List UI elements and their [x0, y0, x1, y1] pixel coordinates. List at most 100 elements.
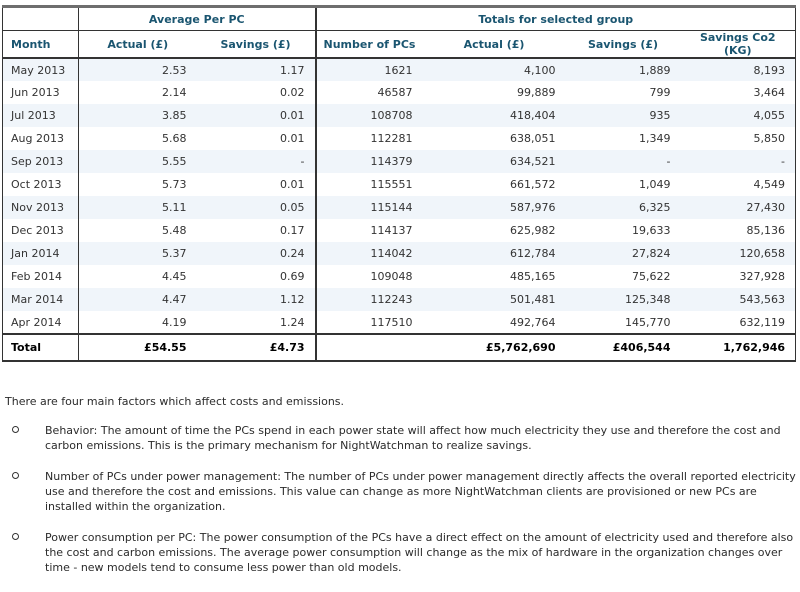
table-row: Sep 2013 5.55-114379 634,521- -	[2, 150, 796, 173]
cell-number-of-pcs: 115551	[370, 178, 413, 191]
cell-total-savings: 935	[649, 109, 671, 122]
cell-avg-actual: 2.14	[162, 86, 187, 99]
cell-avg-savings: 0.01	[196, 173, 317, 196]
cell-month: Sep 2013	[2, 150, 79, 173]
cell-total-actual: 638,051	[510, 132, 556, 145]
cell-total-savings: 1,889	[639, 63, 671, 77]
bullet-item-behavior: Behavior: The amount of time the PCs spe…	[5, 423, 797, 453]
cell-avg-savings: 0.17	[196, 219, 317, 242]
cell-avg-savings: 0.69	[196, 265, 317, 288]
cell-number-of-pcs: 117510	[370, 315, 413, 329]
table-row: Jul 2013 3.85 0.01 108708 418,404 935 4,055	[2, 104, 796, 127]
cell-avg-savings: 0.02	[196, 81, 317, 104]
cell-number-of-pcs: 109048	[370, 270, 413, 283]
cell-total-savings: 1,349	[639, 132, 671, 145]
cell-total-actual: 587,976	[510, 201, 556, 214]
group-header-totals: Totals for selected group	[315, 6, 796, 31]
cell-month: Mar 2014	[2, 288, 79, 311]
table-row: Jan 2014 5.37 0.24 114042 612,784 27,824 120,6…	[2, 242, 796, 265]
notes-intro: There are four main factors which affect…	[5, 395, 345, 408]
cell-savings-co2: 4,549	[753, 178, 786, 191]
cell-avg-savings: 1.12	[196, 288, 317, 311]
total-row: Total £54.55 £4.73 £5,762,690 £406,544 1…	[2, 333, 796, 362]
column-header-avg-savings: Savings (£)	[196, 30, 317, 59]
cell-total-actual: 634,521	[510, 155, 556, 168]
cell-savings-co2: 543,563	[739, 293, 786, 306]
column-header-avg-actual: Actual (£)	[78, 30, 197, 59]
cell-total-actual: 99,889	[517, 86, 556, 99]
table-row: Apr 2014 4.19 1.24 117510 492,764 145,770 632,…	[2, 311, 796, 334]
cell-avg-savings: -	[196, 150, 317, 173]
cell-month: Feb 2014	[2, 265, 79, 288]
group-header-average-per-pc: Average Per PC	[78, 6, 317, 31]
cell-total-savings: 125,348	[625, 293, 671, 306]
table-foot: Total £54.55 £4.73 £5,762,690 £406,544 1…	[2, 333, 796, 362]
cell-savings-co2: 27,430	[746, 201, 786, 214]
cell-total-actual: 612,784	[510, 247, 556, 260]
cell-avg-savings: 0.01	[196, 104, 317, 127]
cell-number-of-pcs: 114379	[370, 155, 413, 168]
cell-month: Oct 2013	[2, 173, 79, 196]
cell-month: Aug 2013	[2, 127, 79, 150]
bullet-text: Behavior: The amount of time the PCs spe…	[45, 424, 781, 452]
cell-avg-savings: 1.17	[196, 58, 317, 81]
cell-number-of-pcs: 108708	[370, 109, 413, 122]
cell-avg-actual: 5.55	[162, 155, 187, 168]
cell-savings-co2: 120,658	[739, 247, 786, 260]
cell-total-savings: 19,633	[632, 224, 671, 237]
cell-total-actual: 661,572	[510, 178, 556, 191]
cell-avg-actual: 5.68	[162, 132, 187, 145]
table-row: Dec 2013 5.48 0.17 114137 625,982 19,633 85,13…	[2, 219, 796, 242]
cell-month: Jan 2014	[2, 242, 79, 265]
cell-total-label: Total	[2, 333, 79, 362]
cell-total-savings: 1,049	[639, 178, 671, 191]
cell-avg-savings: 0.05	[196, 196, 317, 219]
cell-total-actual: 501,481	[510, 293, 556, 306]
cell-total-avg-savings: £4.73	[196, 333, 317, 362]
cell-total-actual: 418,404	[510, 109, 556, 122]
cell-savings-co2: -	[781, 155, 786, 168]
cell-number-of-pcs: 112243	[370, 293, 413, 306]
cell-savings-co2: 3,464	[753, 86, 786, 99]
table-row: Nov 2013 5.11 0.05 115144 587,976 6,325 27,430	[2, 196, 796, 219]
cell-avg-actual: 5.48	[162, 224, 187, 237]
cell-avg-savings: 1.24	[196, 311, 317, 334]
cell-avg-actual: 4.47	[162, 293, 187, 306]
cell-total-savings: £406,544	[565, 333, 681, 362]
cell-month: Apr 2014	[2, 311, 79, 334]
bullet-text: Power consumption per PC: The power cons…	[45, 531, 794, 574]
column-header-total-savings: Savings (£)	[565, 30, 681, 59]
table-row: May 2013 2.53 1.17 1621 4,100 1,889 8,193	[2, 58, 796, 81]
cell-avg-savings: 0.01	[196, 127, 317, 150]
cell-month: Nov 2013	[2, 196, 79, 219]
cell-avg-actual: 2.53	[162, 63, 187, 77]
group-header-row: Average Per PC Totals for selected group	[2, 6, 796, 31]
column-header-month: Month	[2, 30, 79, 59]
cell-total-savings: 6,325	[639, 201, 671, 214]
column-header-savings-co2: Savings Co2 (KG)	[680, 30, 796, 59]
cell-savings-co2: 85,136	[746, 224, 786, 237]
cell-total-number-of-pcs	[315, 333, 423, 362]
cell-total-actual: 492,764	[510, 315, 556, 329]
cell-total-actual: 625,982	[510, 224, 556, 237]
cell-total-savings-co2: 1,762,946	[680, 333, 796, 362]
table-row: Oct 2013 5.73 0.01 115551 661,572 1,049 4,549	[2, 173, 796, 196]
column-header-number-of-pcs: Number of PCs	[315, 30, 423, 59]
cell-savings-co2: 4,055	[753, 109, 786, 122]
cell-month: May 2013	[2, 58, 79, 81]
cell-number-of-pcs: 114042	[370, 247, 413, 260]
cell-total-actual: 4,100	[524, 63, 556, 77]
table-row: Mar 2014 4.47 1.12 112243 501,481 125,348 543,…	[2, 288, 796, 311]
cell-total-avg-actual: £54.55	[78, 333, 197, 362]
table-row: Aug 2013 5.68 0.01 112281 638,051 1,349 5,850	[2, 127, 796, 150]
power-savings-table: Average Per PC Totals for selected group…	[2, 5, 797, 362]
circle-bullet-icon	[12, 472, 19, 479]
cell-avg-actual: 5.11	[162, 201, 187, 214]
cell-month: Jul 2013	[2, 104, 79, 127]
cell-number-of-pcs: 46587	[377, 86, 413, 99]
column-header-total-actual: Actual (£)	[422, 30, 566, 59]
cell-month: Dec 2013	[2, 219, 79, 242]
cell-avg-actual: 4.19	[162, 315, 187, 329]
cell-avg-actual: 3.85	[162, 109, 187, 122]
